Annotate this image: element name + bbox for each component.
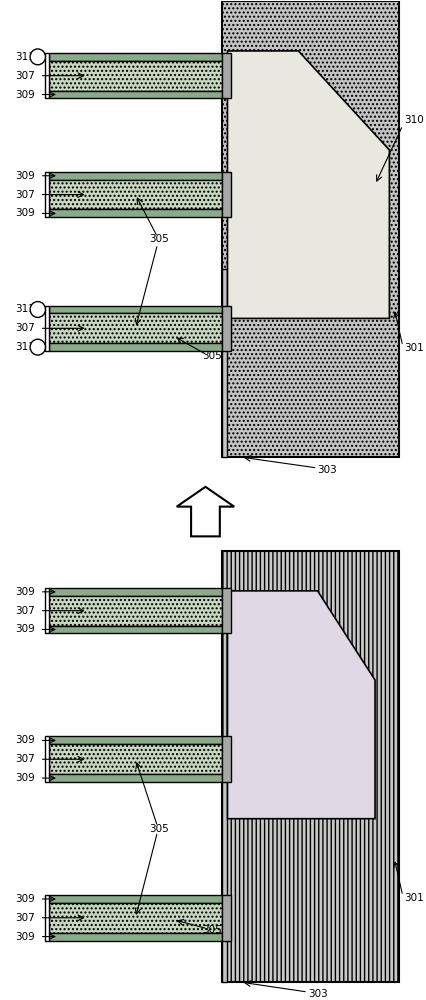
Bar (46, 53, 49, 98)
Text: 307: 307 (15, 190, 35, 200)
Text: 303: 303 (317, 465, 337, 475)
Bar (49, 172, 222, 180)
Text: 311: 311 (15, 52, 35, 62)
Bar (49, 180, 222, 209)
Circle shape (30, 49, 46, 65)
Text: 309: 309 (15, 587, 35, 597)
Bar (222, 895, 231, 941)
Bar (222, 759, 227, 982)
Text: 305: 305 (150, 234, 170, 244)
Text: 311: 311 (15, 342, 35, 352)
Bar (49, 53, 222, 61)
Circle shape (30, 302, 46, 317)
Bar (49, 626, 222, 633)
Bar (49, 736, 222, 744)
Bar (49, 91, 222, 98)
Bar (46, 306, 49, 351)
Text: 305: 305 (150, 824, 170, 834)
Circle shape (30, 339, 46, 355)
Text: 309: 309 (15, 624, 35, 634)
Bar (49, 895, 222, 903)
Text: 309: 309 (15, 208, 35, 218)
Text: 307: 307 (15, 754, 35, 764)
Bar (49, 774, 222, 782)
Bar (222, 1, 399, 457)
Polygon shape (227, 51, 389, 318)
Text: 309: 309 (15, 932, 35, 942)
Bar (49, 209, 222, 217)
Bar (222, 172, 231, 217)
Text: 307: 307 (15, 913, 35, 923)
Polygon shape (227, 591, 375, 819)
Bar (222, 306, 231, 351)
Bar (49, 343, 222, 351)
Polygon shape (177, 487, 234, 536)
Text: 309: 309 (15, 171, 35, 181)
Bar (49, 306, 222, 313)
Bar (49, 903, 222, 933)
Text: 307: 307 (15, 323, 35, 333)
Bar (222, 551, 399, 982)
Text: 310: 310 (404, 115, 423, 125)
Bar (49, 588, 222, 596)
Bar (222, 53, 231, 98)
Text: 303: 303 (308, 989, 328, 999)
Bar (222, 736, 231, 782)
Bar (46, 172, 49, 217)
Text: 311: 311 (15, 304, 35, 314)
Text: 309: 309 (15, 773, 35, 783)
Bar (46, 736, 49, 782)
Text: 309: 309 (15, 735, 35, 745)
Bar (49, 933, 222, 941)
Bar (49, 596, 222, 626)
Bar (49, 313, 222, 343)
Text: 301: 301 (404, 343, 423, 353)
Text: 309: 309 (15, 90, 35, 100)
Bar (46, 895, 49, 941)
Bar (49, 61, 222, 91)
Text: 309: 309 (15, 894, 35, 904)
Bar (49, 744, 222, 774)
Bar (46, 588, 49, 633)
Text: 307: 307 (15, 606, 35, 616)
Text: 305: 305 (202, 925, 222, 935)
Bar (222, 269, 227, 457)
Text: 301: 301 (404, 893, 423, 903)
Text: 305: 305 (202, 351, 222, 361)
Bar (222, 588, 231, 633)
Text: 307: 307 (15, 71, 35, 81)
